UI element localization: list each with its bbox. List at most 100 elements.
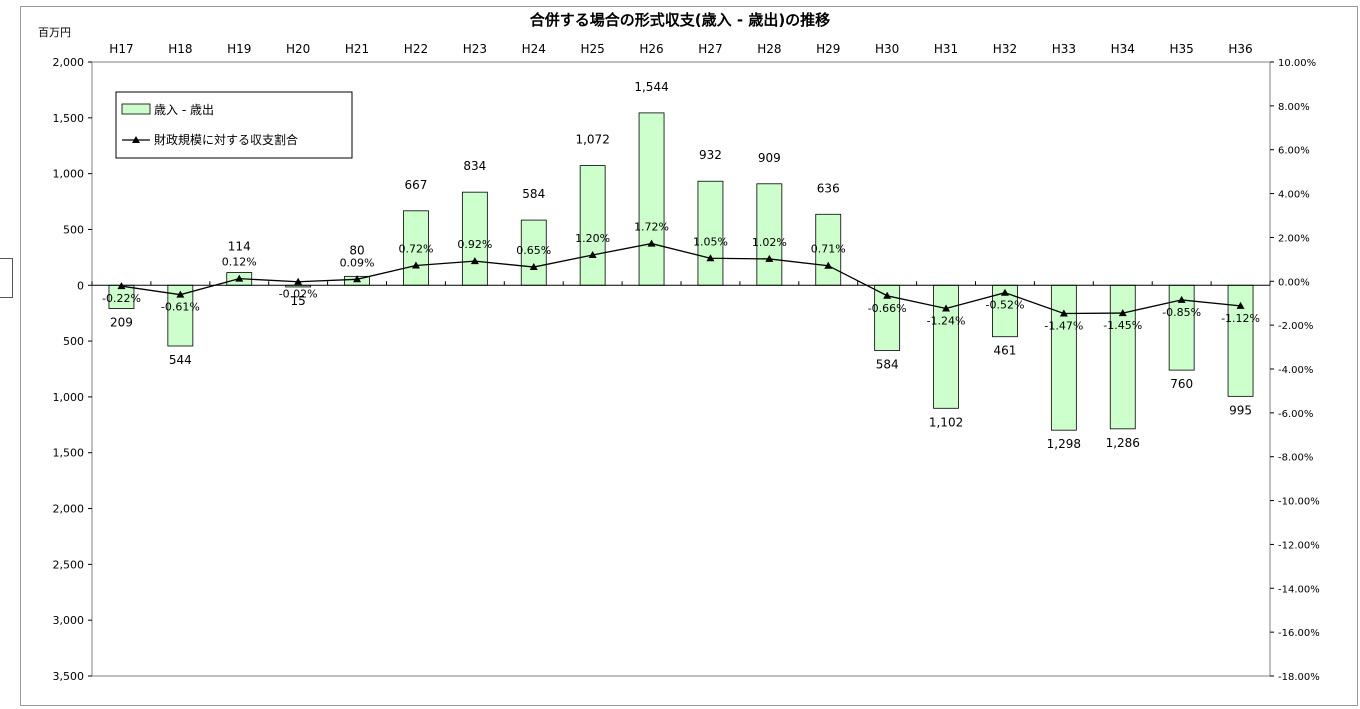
ratio-data-label: -0.52% bbox=[985, 299, 1024, 312]
ratio-marker-triangle bbox=[117, 282, 126, 290]
bar bbox=[461, 191, 488, 286]
bar-value-label: 760 bbox=[1170, 377, 1193, 391]
bar bbox=[815, 213, 842, 286]
ratio-data-label: 0.92% bbox=[457, 238, 492, 251]
category-label: H20 bbox=[286, 42, 310, 56]
ratio-data-label: 1.20% bbox=[575, 232, 610, 245]
bar bbox=[638, 112, 665, 286]
ratio-marker-triangle bbox=[824, 261, 833, 269]
ratio-data-label: 1.05% bbox=[693, 235, 728, 248]
ratio-marker-triangle bbox=[647, 239, 656, 247]
ratio-data-label: 1.72% bbox=[634, 221, 669, 234]
ratio-marker-triangle bbox=[353, 275, 362, 283]
ratio-marker-triangle bbox=[1236, 301, 1245, 309]
category-label: H22 bbox=[404, 42, 428, 56]
ratio-marker-triangle bbox=[1177, 295, 1186, 303]
bar-value-label: 636 bbox=[817, 181, 840, 195]
category-label: H29 bbox=[816, 42, 840, 56]
ratio-line bbox=[121, 242, 1241, 315]
ratio-data-label: 1.02% bbox=[752, 236, 787, 249]
bar-value-label: 1,298 bbox=[1047, 437, 1081, 451]
right-axis-tick-label: 2.00% bbox=[1278, 233, 1310, 244]
left-axis-tick-label: 2,000 bbox=[53, 56, 85, 69]
bar bbox=[579, 165, 606, 286]
ratio-data-label: 0.71% bbox=[811, 243, 846, 256]
bar bbox=[520, 219, 547, 286]
chart-frame bbox=[20, 6, 1358, 706]
ratio-marker-triangle bbox=[942, 304, 951, 312]
ratio-data-label: -0.02% bbox=[279, 288, 318, 301]
category-label: H19 bbox=[227, 42, 251, 56]
ratio-marker-triangle bbox=[1000, 288, 1009, 296]
plot-area: 2,000 1,500 1,000 500 0 500 1,000 1,500 2,000 2,5… bbox=[53, 42, 1320, 683]
left-axis-tick-label: 2,000 bbox=[53, 503, 85, 516]
category-label: H25 bbox=[581, 42, 605, 56]
category-label: H24 bbox=[522, 42, 546, 56]
category-label: H23 bbox=[463, 42, 487, 56]
legend-label-line: 財政規模に対する収支割合 bbox=[154, 132, 298, 147]
bar-value-label: 15 bbox=[291, 294, 306, 308]
ratio-marker-triangle bbox=[235, 274, 244, 282]
ratio-marker-triangle bbox=[294, 277, 303, 285]
left-axis-tick-label: 1,000 bbox=[53, 168, 85, 181]
bar-value-label: 114 bbox=[228, 240, 251, 254]
chart-title: 合併する場合の形式収支(歳入 - 歳出)の推移 bbox=[529, 11, 830, 29]
bar bbox=[933, 284, 959, 409]
ratio-marker-triangle bbox=[1059, 309, 1068, 317]
bar-value-label: 995 bbox=[1229, 403, 1252, 417]
right-axis-tick-label: 10.00% bbox=[1278, 58, 1316, 69]
bar bbox=[756, 183, 783, 286]
ratio-data-label: -1.45% bbox=[1103, 319, 1142, 332]
category-label: H36 bbox=[1228, 42, 1252, 56]
bar-value-label: 584 bbox=[522, 187, 545, 201]
category-label: H18 bbox=[168, 42, 192, 56]
ratio-data-label: -0.85% bbox=[1162, 306, 1201, 319]
ratio-marker-triangle bbox=[411, 261, 420, 269]
category-label: H32 bbox=[993, 42, 1017, 56]
legend-swatch-bar bbox=[121, 103, 151, 115]
right-axis-tick-label: -2.00% bbox=[1278, 321, 1313, 332]
ratio-marker-triangle bbox=[529, 263, 538, 271]
category-label: H34 bbox=[1111, 42, 1135, 56]
bar-value-label: 80 bbox=[349, 243, 364, 257]
left-axis-tick-label: 3,000 bbox=[53, 614, 85, 627]
side-bracket-mark bbox=[0, 258, 13, 298]
right-axis-tick-label: -12.00% bbox=[1278, 540, 1320, 551]
category-label: H31 bbox=[934, 42, 958, 56]
category-label: H27 bbox=[698, 42, 722, 56]
ratio-marker-triangle bbox=[176, 290, 185, 298]
ratio-marker-triangle bbox=[883, 291, 892, 299]
right-axis-tick-label: -16.00% bbox=[1278, 628, 1320, 639]
category-label: H30 bbox=[875, 42, 899, 56]
ratio-data-label: -1.47% bbox=[1044, 320, 1083, 333]
bar-value-label: 909 bbox=[758, 151, 781, 165]
bar-value-label: 1,544 bbox=[634, 80, 668, 94]
ratio-marker-triangle bbox=[706, 254, 715, 262]
ratio-data-label: -1.12% bbox=[1221, 312, 1260, 325]
bar bbox=[697, 180, 724, 286]
legend-label-bar: 歳入 - 歳出 bbox=[154, 103, 214, 117]
bar-value-label: 667 bbox=[404, 178, 427, 192]
category-label: H35 bbox=[1170, 42, 1194, 56]
left-axis-tick-label: 0 bbox=[77, 279, 84, 292]
bar-value-label: 1,286 bbox=[1106, 436, 1140, 450]
ratio-data-label: -0.61% bbox=[161, 301, 200, 314]
right-axis-tick-label: 4.00% bbox=[1278, 190, 1310, 201]
right-axis-tick-label: -6.00% bbox=[1278, 409, 1313, 420]
bar bbox=[403, 210, 429, 286]
category-label: H33 bbox=[1052, 42, 1076, 56]
ratio-data-label: 0.12% bbox=[222, 256, 257, 269]
left-axis-tick-label: 1,000 bbox=[53, 391, 85, 404]
category-label: H21 bbox=[345, 42, 369, 56]
legend-box bbox=[115, 91, 353, 159]
right-axis-tick-label: -10.00% bbox=[1278, 497, 1320, 508]
bar-value-label: 461 bbox=[993, 344, 1016, 358]
ratio-marker-triangle bbox=[765, 254, 774, 262]
ratio-data-label: 0.72% bbox=[398, 242, 433, 255]
bar-value-label: 932 bbox=[699, 148, 722, 162]
right-axis-tick-label: -14.00% bbox=[1278, 584, 1320, 595]
ratio-data-label: -1.24% bbox=[927, 314, 966, 327]
bar bbox=[1050, 284, 1077, 431]
bar-value-label: 1,072 bbox=[575, 133, 609, 147]
